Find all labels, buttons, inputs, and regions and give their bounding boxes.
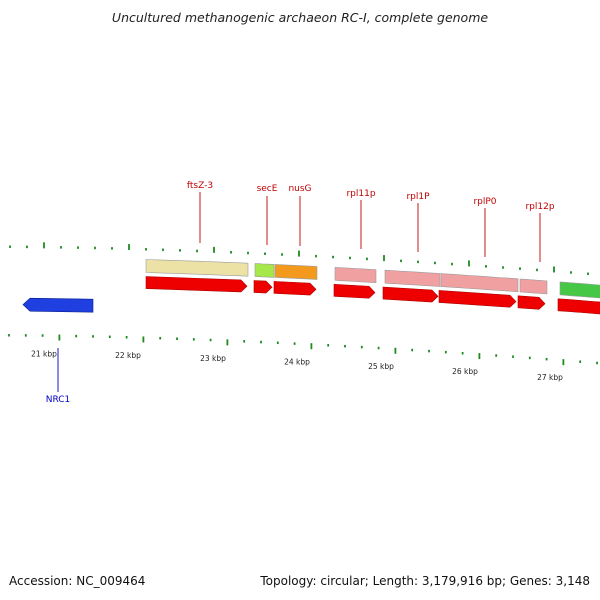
scale-label: 21 kbp <box>31 349 57 358</box>
cog-gene-block <box>440 273 519 293</box>
gene-label-nrc1: NRC1 <box>46 395 71 405</box>
cds-arrow <box>438 290 517 308</box>
gene-labels: ftsZ-3 secE nusG rpl11p rpl1P rplP0 rpl12p NRC1 <box>46 181 555 405</box>
scale-label: 22 kbp <box>115 351 141 360</box>
cog-gene-block <box>334 267 377 284</box>
cds-gene-track <box>145 276 600 315</box>
cds-arrow <box>145 276 248 293</box>
gene-label-rpl1p: rpl1P <box>406 192 430 202</box>
scale-label: 24 kbp <box>284 357 310 366</box>
gene-label-nusg: nusG <box>288 184 311 194</box>
cds-arrow <box>253 280 273 294</box>
cog-gene-block <box>559 281 600 299</box>
genome-stats-text: Topology: circular; Length: 3,179,916 bp… <box>260 574 590 588</box>
cog-gene-block <box>384 269 441 287</box>
scale-label: 26 kbp <box>452 367 478 376</box>
gene-label-rplp0: rplP0 <box>473 197 496 207</box>
cds-arrow <box>273 281 317 296</box>
outer-tick-track <box>9 242 589 276</box>
gene-label-sece: secE <box>257 184 278 194</box>
cog-gene-track <box>145 259 600 299</box>
cog-gene-block <box>145 259 249 277</box>
cds-arrow <box>517 295 546 310</box>
scale-label: 25 kbp <box>368 362 394 371</box>
scale-label: 27 kbp <box>537 373 563 382</box>
cog-gene-block <box>274 264 318 280</box>
scale-tick-track <box>8 334 598 366</box>
minus-strand-gene-nrc1 <box>22 297 94 313</box>
gene-label-rpl12p: rpl12p <box>525 202 554 212</box>
scale-label: 23 kbp <box>200 354 226 363</box>
minus-strand-gene-track <box>22 297 94 313</box>
map-title: Uncultured methanogenic archaeon RC-I, c… <box>111 10 489 25</box>
cds-arrow <box>557 298 600 315</box>
gene-label-rpl11p: rpl11p <box>346 189 375 199</box>
gene-label-ftsz-3: ftsZ-3 <box>187 181 213 191</box>
cog-gene-block <box>254 263 275 278</box>
cog-gene-block <box>519 278 548 295</box>
accession-text: Accession: NC_009464 <box>9 574 146 588</box>
cds-arrow <box>382 286 439 303</box>
scale-labels: 21 kbp 22 kbp 23 kbp 24 kbp 25 kbp 26 kbp 27 k… <box>31 349 563 382</box>
cds-arrow <box>333 284 376 299</box>
